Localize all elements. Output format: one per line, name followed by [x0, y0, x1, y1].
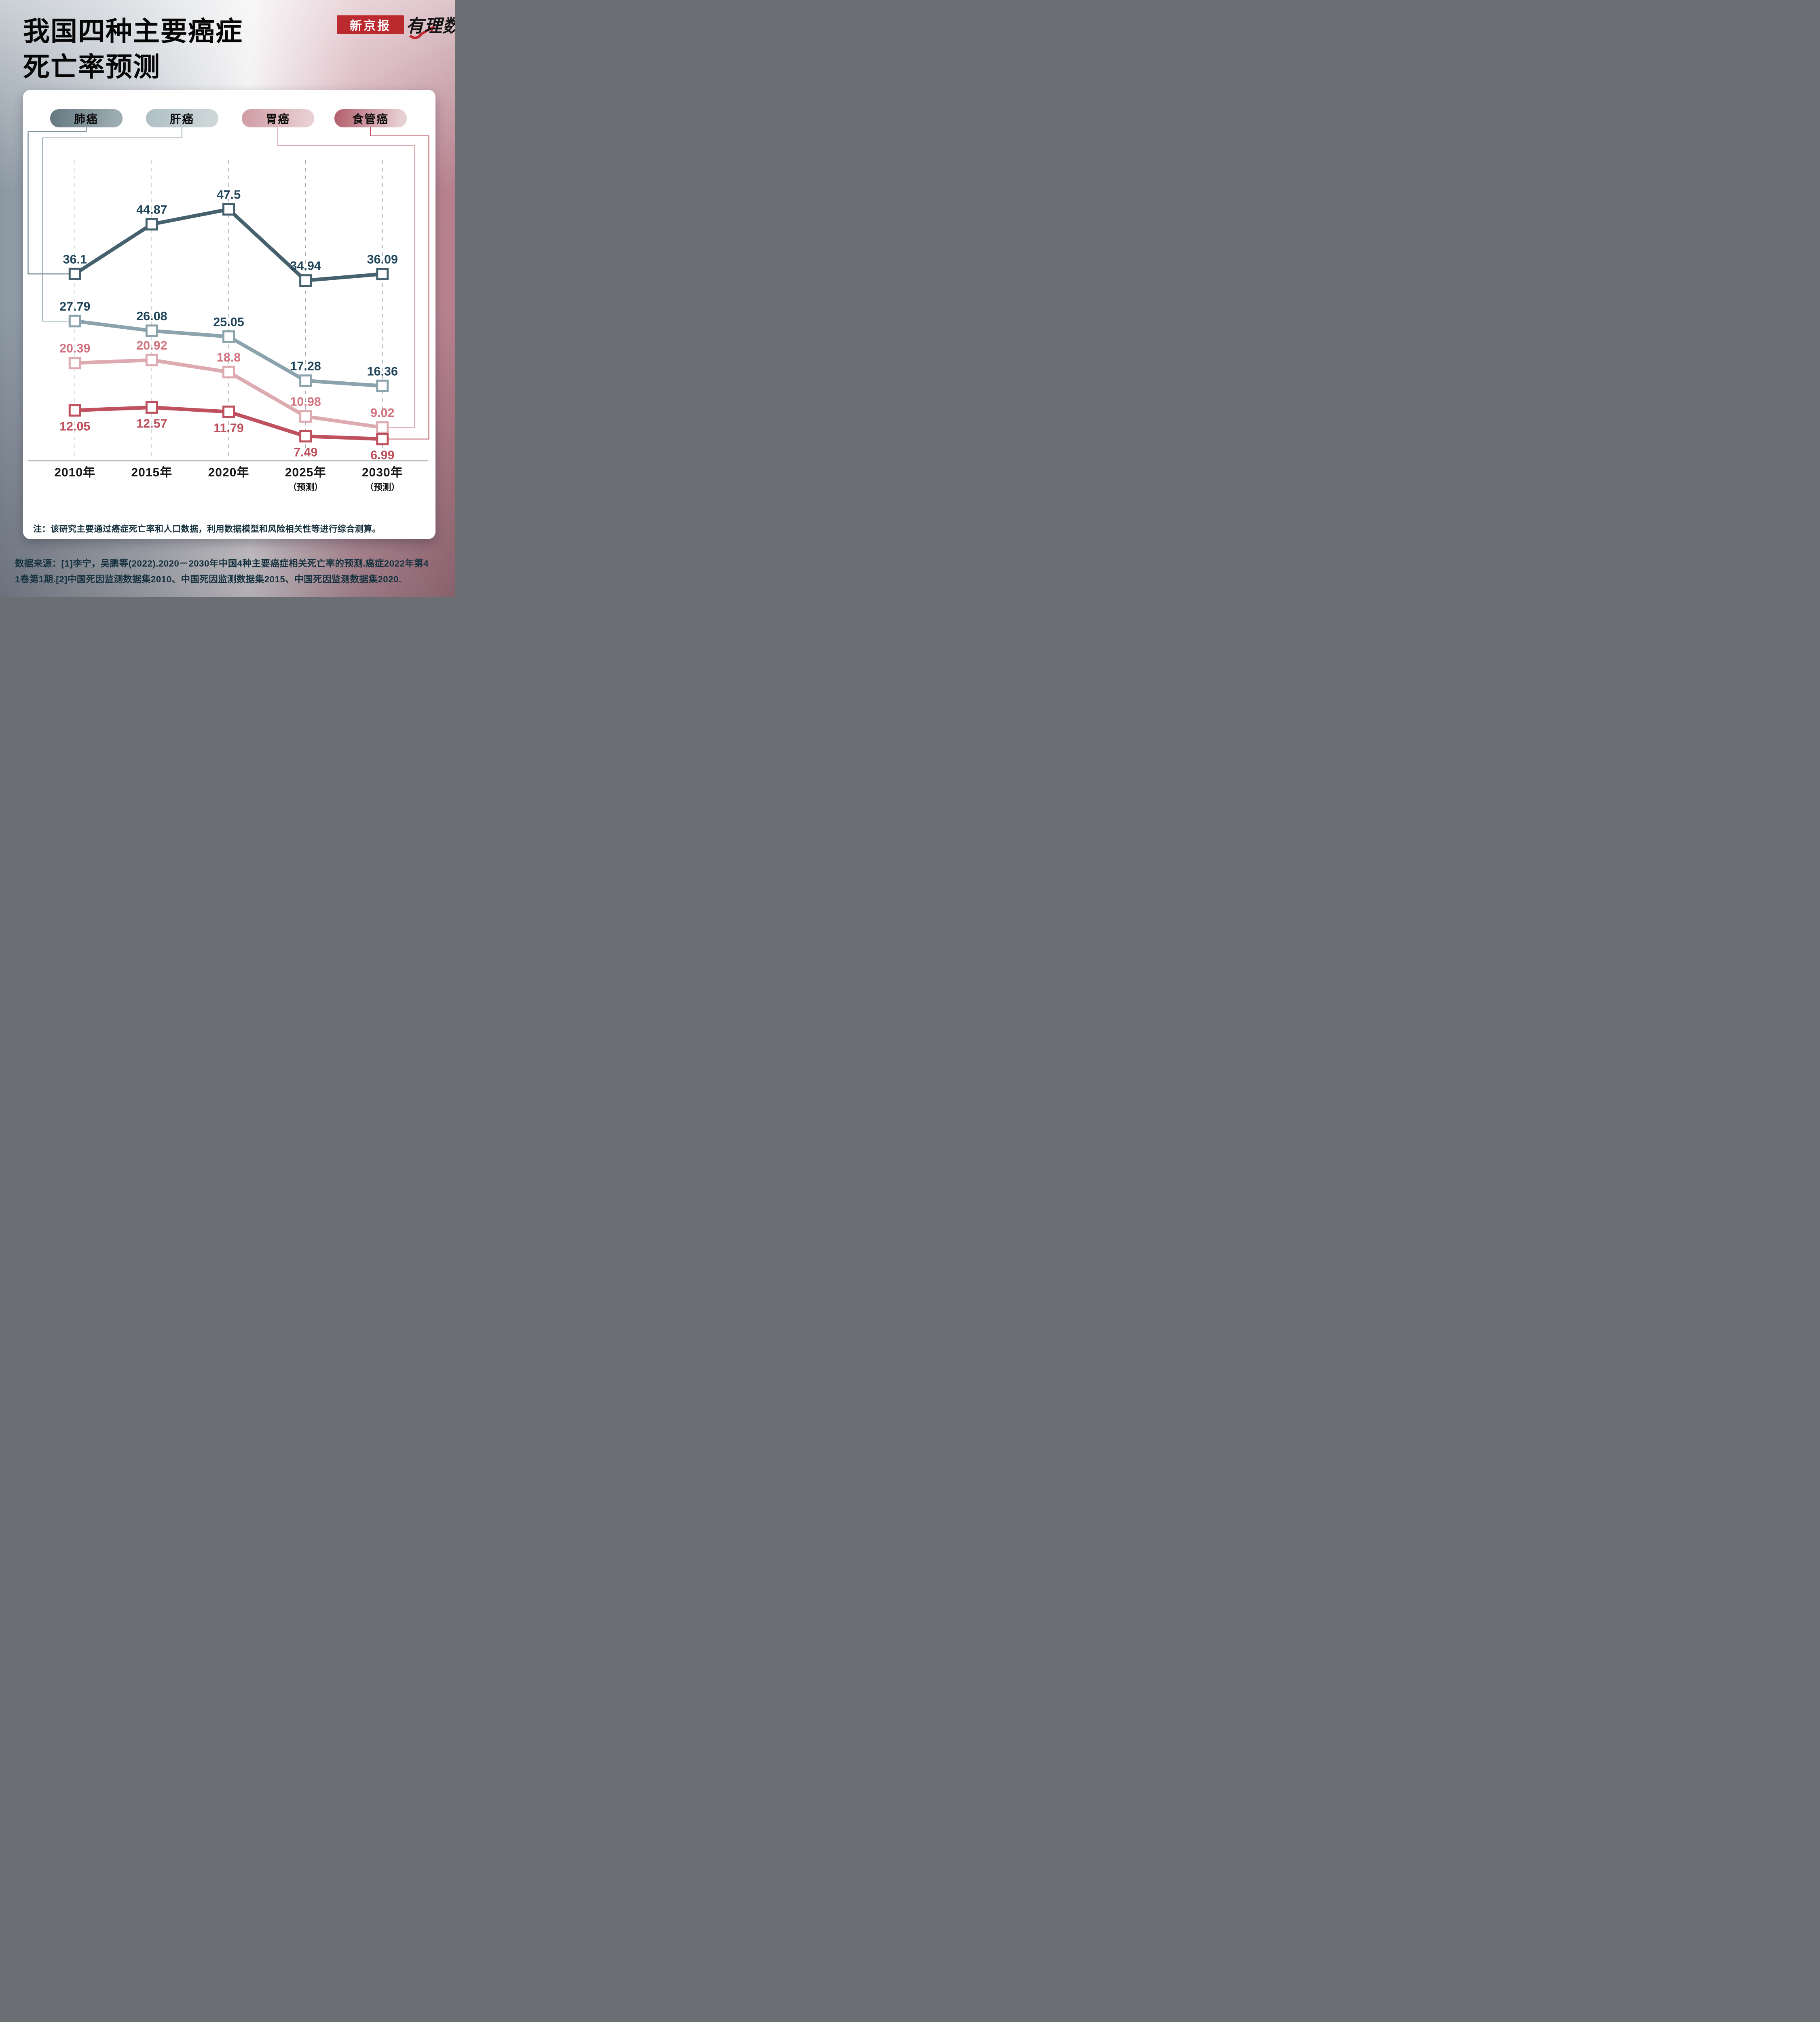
data-source: 数据来源：[1]李宁，吴鹏等(2022).2020－2030年中国4种主要癌症相…: [15, 556, 444, 587]
page-title-line-1: 我国四种主要癌症: [23, 16, 243, 46]
page-title: 我国四种主要癌症 死亡率预测: [23, 14, 243, 85]
youlishu-brand-text: 有理数: [406, 16, 455, 36]
beijing-news-logo: 新京报: [337, 15, 404, 34]
legend-pill-1: 肺癌: [50, 109, 123, 127]
legend-pill-label: 肺癌: [74, 112, 98, 125]
legend-pill-label: 肝癌: [169, 112, 194, 125]
infographic-poster: 我国四种主要癌症 死亡率预测 新京报 有理数 36.144.8747.534.9…: [0, 0, 455, 597]
legend-pill-label: 胃癌: [265, 112, 290, 125]
page-title-line-2: 死亡率预测: [23, 51, 161, 82]
methodology-note: 注：该研究主要通过癌症死亡率和人口数据，利用数据模型和风险相关性等进行综合测算。: [33, 525, 381, 534]
legend-pill-label: 食管癌: [352, 112, 389, 125]
data-source-line-1: 数据来源：[1]李宁，吴鹏等(2022).2020－2030年中国4种主要癌症相…: [15, 558, 429, 569]
chart-card: [23, 90, 435, 539]
legend-pill-3: 胃癌: [241, 109, 314, 127]
data-source-line-2: 1卷第1期.[2]中国死因监测数据集2010、中国死因监测数据集2015、中国死…: [15, 574, 402, 585]
beijing-news-logo-text: 新京报: [350, 19, 391, 33]
legend-pill-2: 肝癌: [146, 109, 218, 127]
youlishu-brand-logo: 有理数: [406, 11, 455, 39]
legend-pill-4: 食管癌: [334, 109, 407, 127]
